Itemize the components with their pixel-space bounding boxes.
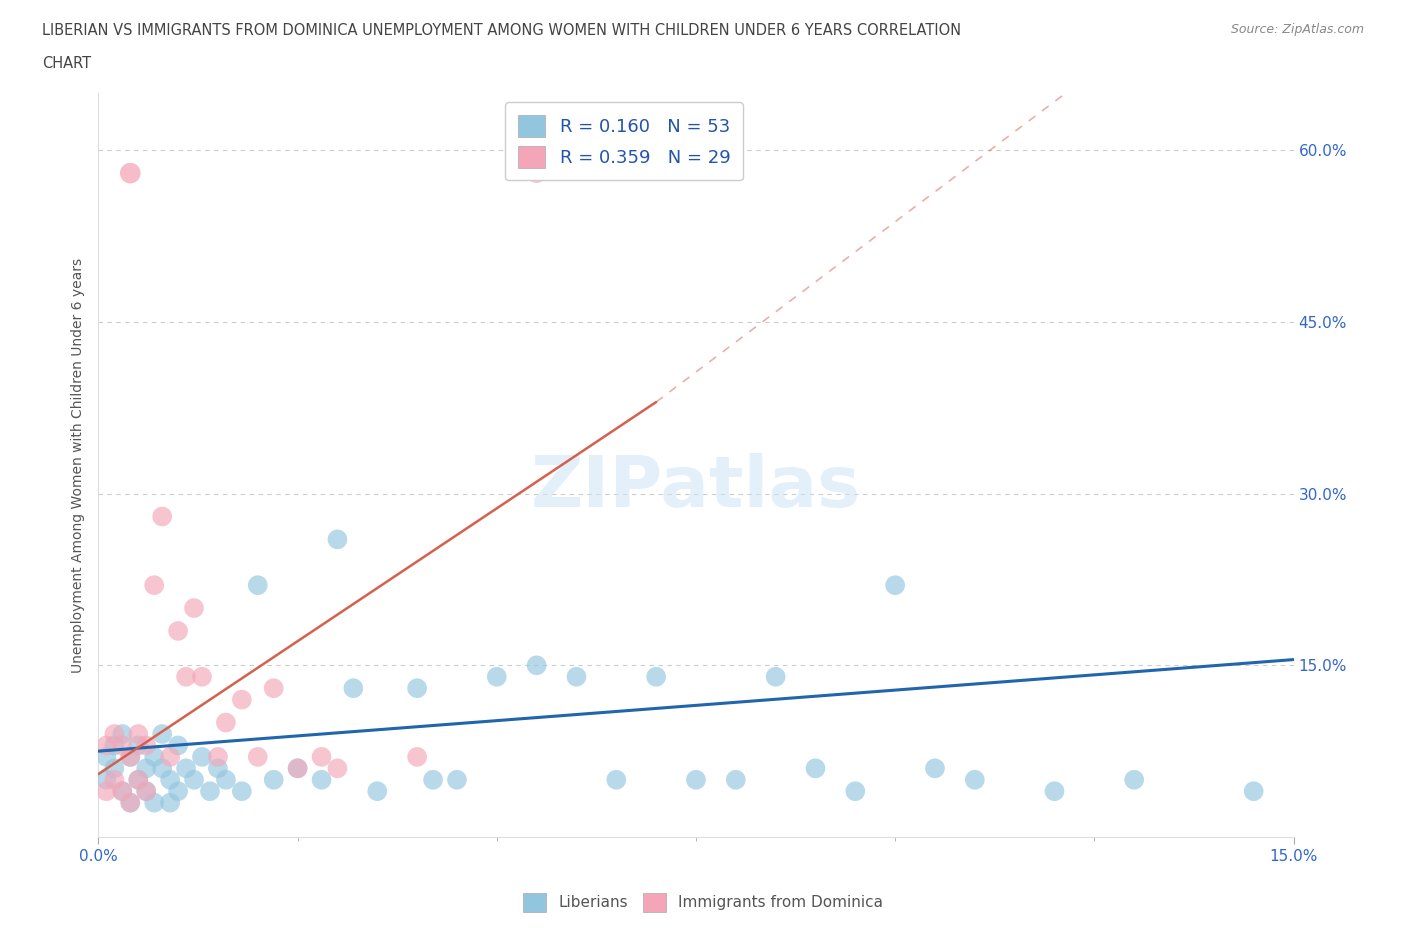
Point [111,784,134,799]
Point [127,772,149,787]
Point [406,681,429,696]
Point [103,738,125,753]
Point [143,578,166,592]
Point [422,772,444,787]
Text: LIBERIAN VS IMMIGRANTS FROM DOMINICA UNEMPLOYMENT AMONG WOMEN WITH CHILDREN UNDE: LIBERIAN VS IMMIGRANTS FROM DOMINICA UNE… [42,23,962,38]
Point [485,670,508,684]
Point [120,750,142,764]
Point [1243,784,1265,799]
Point [804,761,827,776]
Point [765,670,787,684]
Point [103,761,125,776]
Point [207,761,229,776]
Point [120,795,142,810]
Point [150,726,173,741]
Point [191,750,214,764]
Point [963,772,986,787]
Point [287,761,309,776]
Point [366,784,388,799]
Point [724,772,747,787]
Point [685,772,707,787]
Point [167,784,190,799]
Point [111,726,134,741]
Point [111,738,134,753]
Point [605,772,627,787]
Point [159,772,181,787]
Point [246,750,269,764]
Point [111,784,134,799]
Point [120,795,142,810]
Point [183,772,205,787]
Point [446,772,468,787]
Point [159,795,181,810]
Y-axis label: Unemployment Among Women with Children Under 6 years: Unemployment Among Women with Children U… [70,258,84,672]
Point [135,784,157,799]
Point [159,750,181,764]
Text: Source: ZipAtlas.com: Source: ZipAtlas.com [1230,23,1364,36]
Legend: R = 0.160   N = 53, R = 0.359   N = 29: R = 0.160 N = 53, R = 0.359 N = 29 [506,102,742,180]
Point [645,670,668,684]
Point [167,623,190,638]
Point [103,726,125,741]
Point [287,761,309,776]
Point [844,784,866,799]
Point [311,750,333,764]
Point [924,761,946,776]
Point [1043,784,1066,799]
Point [884,578,907,592]
Point [565,670,588,684]
Point [143,750,166,764]
Point [103,772,125,787]
Point [246,578,269,592]
Point [406,750,429,764]
Point [326,761,349,776]
Point [96,738,118,753]
Point [120,750,142,764]
Point [127,738,149,753]
Text: ZIPatlas: ZIPatlas [531,453,860,522]
Point [96,784,118,799]
Point [150,509,173,524]
Point [127,726,149,741]
Legend: Liberians, Immigrants from Dominica: Liberians, Immigrants from Dominica [517,887,889,918]
Point [135,761,157,776]
Point [231,692,253,707]
Point [143,795,166,810]
Point [231,784,253,799]
Point [135,784,157,799]
Text: CHART: CHART [42,56,91,71]
Point [120,166,142,180]
Point [167,738,190,753]
Point [215,715,238,730]
Point [1123,772,1146,787]
Point [96,772,118,787]
Point [526,166,548,180]
Point [150,761,173,776]
Point [263,681,285,696]
Point [174,761,197,776]
Point [135,738,157,753]
Point [198,784,221,799]
Point [526,658,548,672]
Point [311,772,333,787]
Point [215,772,238,787]
Point [183,601,205,616]
Point [263,772,285,787]
Point [207,750,229,764]
Point [127,772,149,787]
Point [174,670,197,684]
Point [191,670,214,684]
Point [342,681,364,696]
Point [326,532,349,547]
Point [96,750,118,764]
